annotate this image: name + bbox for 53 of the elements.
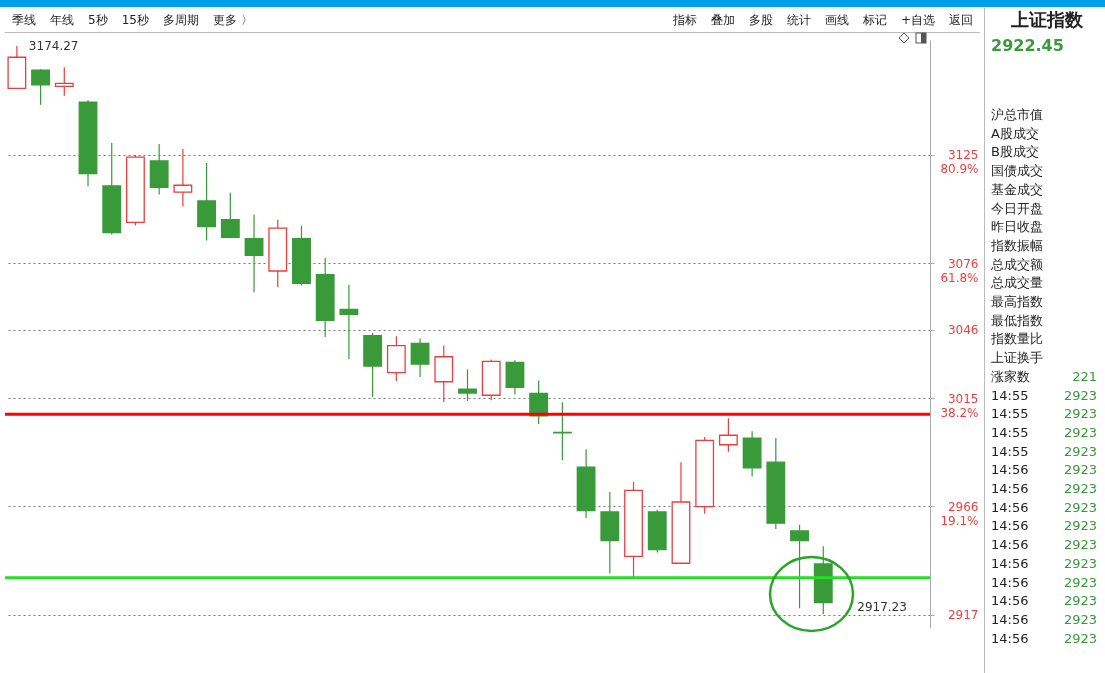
text: 年线 xyxy=(50,11,74,29)
text: 沪总市值 xyxy=(991,106,1043,124)
text: 最低指数 xyxy=(991,311,1043,330)
text: A股成交 xyxy=(991,124,1039,143)
text: 14:56 2923 xyxy=(991,518,1097,534)
text: 更多 〉 xyxy=(212,11,253,29)
text: 涨家数 221 xyxy=(991,368,1097,384)
text: 14:56 2923 xyxy=(991,574,1097,590)
text: 上证换手 xyxy=(991,349,1043,368)
text: 2922.45 xyxy=(991,36,1064,57)
text: 季线 xyxy=(12,11,36,29)
text: 指数量比 xyxy=(991,330,1043,349)
text: 今日开盘 xyxy=(991,199,1043,218)
y-tick-label: 2966 19.1% xyxy=(940,499,979,528)
text: 上证指数 xyxy=(1011,8,1083,32)
text: 统计 xyxy=(786,11,811,29)
text: 15秒 xyxy=(121,11,149,29)
text: 最高指数 xyxy=(991,293,1043,312)
text: 5秒 xyxy=(88,11,108,29)
y-tick-label: 3046 xyxy=(947,323,979,338)
text: 14:56 2923 xyxy=(991,537,1097,553)
text: 总成交量 xyxy=(991,274,1043,293)
text: 14:56 2923 xyxy=(991,630,1097,646)
text: 14:55 2923 xyxy=(991,406,1097,422)
text: 14:56 2923 xyxy=(991,555,1097,571)
text: 14:56 2923 xyxy=(991,593,1097,609)
text: 国债成交 xyxy=(991,162,1043,181)
y-tick-label: 2917 xyxy=(947,608,979,623)
text: 多周期 xyxy=(162,11,199,29)
text: 叠加 xyxy=(710,11,735,29)
text: 指标 xyxy=(672,11,697,29)
text: 指数振幅 xyxy=(991,236,1043,255)
annotation: 3174.27 xyxy=(28,39,79,54)
text: 14:55 2923 xyxy=(991,387,1097,403)
text: 基金成交 xyxy=(991,180,1043,199)
text: B股成交 xyxy=(991,143,1039,162)
text: 14:56 2923 xyxy=(991,499,1097,515)
text: 14:55 2923 xyxy=(991,424,1097,440)
y-tick-label: 3076 61.8% xyxy=(940,256,979,285)
text: 总成交额 xyxy=(991,255,1043,274)
text: 14:56 2923 xyxy=(991,462,1097,478)
text: 返回 xyxy=(949,11,973,29)
text: 14:56 2923 xyxy=(991,611,1097,627)
text: 14:56 2923 xyxy=(991,481,1097,497)
text: 多股 xyxy=(748,11,773,29)
text: 画线 xyxy=(824,11,849,29)
y-tick-label: 3125 80.9% xyxy=(940,148,979,177)
annotation: 2917.23 xyxy=(857,600,907,615)
text: 昨日收盘 xyxy=(991,218,1043,237)
text: 14:55 2923 xyxy=(991,443,1097,459)
text: 标记 xyxy=(862,11,887,29)
text: +自选 xyxy=(900,11,935,29)
y-tick-label: 3015 38.2% xyxy=(940,391,979,420)
